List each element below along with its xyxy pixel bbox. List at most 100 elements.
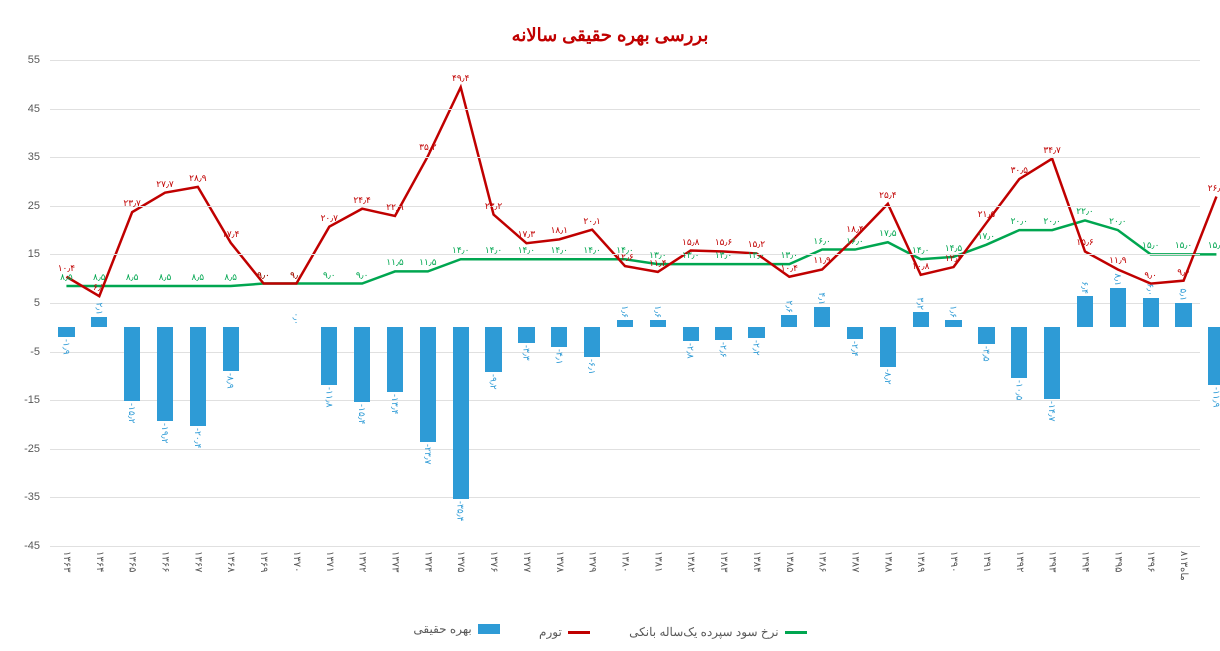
bar bbox=[387, 327, 403, 392]
bar bbox=[715, 327, 731, 340]
x-tick: ۱۳۹۶ bbox=[1145, 551, 1156, 572]
bar bbox=[190, 327, 206, 426]
x-tick: ۱۳۹۵ bbox=[1112, 551, 1123, 572]
line-label: ۱۵٫۰ bbox=[1208, 240, 1220, 251]
x-tick: ۱۳۶۵ bbox=[127, 551, 138, 572]
x-tick: ۱۳۷۶ bbox=[488, 551, 499, 572]
x-axis: ۱۳۶۳۱۳۶۴۱۳۶۵۱۳۶۶۱۳۶۷۱۳۶۸۱۳۶۹۱۳۷۰۱۳۷۱۱۳۷۲… bbox=[50, 551, 1200, 596]
gridline bbox=[50, 400, 1200, 401]
legend-swatch-bar bbox=[478, 624, 500, 634]
line-label: ۲۰٫۰ bbox=[1011, 216, 1028, 227]
y-tick: -35 bbox=[24, 491, 40, 503]
line-label: ۱۱٫۹ bbox=[1109, 255, 1126, 266]
line-label: ۱۸٫۴ bbox=[846, 224, 863, 235]
x-tick: ۱۳۶۹ bbox=[258, 551, 269, 572]
line-label: ۱۳٫۰ bbox=[715, 250, 732, 261]
bar bbox=[485, 327, 501, 372]
bar-label: ۱٫۶ bbox=[949, 305, 959, 318]
line-label: ۱۰٫۴ bbox=[781, 263, 798, 274]
y-tick: 15 bbox=[28, 248, 40, 260]
bar-label: ۸٫۱ bbox=[1113, 273, 1123, 286]
x-tick: ۱۳۸۵ bbox=[784, 551, 795, 572]
line-label: ۱۵٫۶ bbox=[715, 237, 732, 248]
gridline bbox=[50, 109, 1200, 110]
bar bbox=[650, 320, 666, 328]
line-label: ۱۵٫۸ bbox=[682, 237, 699, 248]
bar-label: -۲۳٫۷ bbox=[423, 444, 433, 464]
line-label: ۱۲٫۴ bbox=[945, 253, 962, 264]
line-label: ۱۶٫۰ bbox=[813, 236, 830, 247]
bar bbox=[321, 327, 337, 384]
bar bbox=[978, 327, 994, 344]
bar-label: -۱۵٫۴ bbox=[357, 404, 367, 424]
bar bbox=[124, 327, 140, 401]
bar-label: -۸٫۲ bbox=[883, 369, 893, 385]
line-label: ۹٫۰ bbox=[257, 270, 270, 281]
line-label: ۹٫۰ bbox=[290, 270, 303, 281]
y-tick: 25 bbox=[28, 200, 40, 212]
line-تورم bbox=[66, 87, 1216, 296]
bar-label: ۶٫۰ bbox=[1146, 284, 1156, 297]
bar-label: -۱٫۹ bbox=[61, 339, 71, 355]
y-tick: 45 bbox=[28, 103, 40, 115]
gridline bbox=[50, 60, 1200, 61]
bar bbox=[913, 312, 929, 328]
legend-item-bar: بهره حقیقی bbox=[413, 622, 499, 636]
x-tick: ۱۳۹۱ bbox=[981, 551, 992, 572]
line-label: ۲۳٫۷ bbox=[123, 198, 140, 209]
bar bbox=[880, 327, 896, 367]
x-tick: ۱۳۹۲ bbox=[1014, 551, 1025, 572]
line-label: ۲۰٫۷ bbox=[321, 213, 338, 224]
line-label: ۱۱٫۴ bbox=[649, 258, 666, 269]
line-label: ۱۵٫۲ bbox=[748, 239, 765, 250]
chart-title: بررسی بهره حقیقی سالانه bbox=[0, 25, 1220, 46]
bar-label: -۲٫۶ bbox=[719, 342, 729, 358]
bar-label: ۱٫۶ bbox=[620, 305, 630, 318]
line-label: ۱۷٫۵ bbox=[879, 228, 896, 239]
line-label: ۹٫۶ bbox=[1177, 267, 1190, 278]
plot-area: -۱٫۹۲٫۱-۱۵٫۲-۱۹٫۲-۲۰٫۴-۸٫۹۰٫۰-۱۱٫۸-۱۵٫۴-… bbox=[50, 60, 1200, 546]
line-label: ۲۴٫۴ bbox=[353, 195, 370, 206]
legend: نرخ سود سپرده یک‌ساله بانکی تورم بهره حق… bbox=[0, 622, 1220, 640]
line-label: ۱۳٫۰ bbox=[781, 250, 798, 261]
x-tick: ۱۳۶۸ bbox=[225, 551, 236, 572]
x-tick: ۱۳۹۳ bbox=[1047, 551, 1058, 572]
legend-label-red: تورم bbox=[539, 625, 562, 639]
x-tick: ۱۳۸۲ bbox=[685, 551, 696, 572]
line-label: ۸٫۵ bbox=[192, 272, 205, 283]
x-tick: ۱۳۷۵ bbox=[455, 551, 466, 572]
bar-label: -۹٫۲ bbox=[489, 374, 499, 390]
line-label: ۱۷٫۳ bbox=[518, 229, 535, 240]
bar bbox=[847, 327, 863, 339]
line-label: ۳۵٫۲ bbox=[419, 142, 436, 153]
bar bbox=[617, 320, 633, 328]
bar-label: -۴٫۱ bbox=[554, 349, 564, 365]
line-label: ۲۱٫۵ bbox=[978, 209, 995, 220]
x-tick: ۱۳۸۱ bbox=[652, 551, 663, 572]
line-label: ۱۴٫۰ bbox=[912, 245, 929, 256]
line-label: ۱۴٫۰ bbox=[452, 245, 469, 256]
bar-label: -۱۰٫۵ bbox=[1014, 380, 1024, 400]
line-label: ۱۰٫۸ bbox=[912, 261, 929, 272]
y-tick: 5 bbox=[34, 297, 40, 309]
x-tick: ۱۳۶۳ bbox=[61, 551, 72, 572]
line-label: ۲۲٫۹ bbox=[386, 202, 403, 213]
line-label: ۴۹٫۴ bbox=[452, 73, 469, 84]
line-label: ۲۶٫۹ bbox=[1208, 183, 1220, 194]
line-label: ۱۸٫۱ bbox=[551, 225, 568, 236]
line-label: ۶٫۴ bbox=[93, 282, 106, 293]
legend-label-bar: بهره حقیقی bbox=[413, 622, 471, 636]
x-tick: ۱۳۹۴ bbox=[1080, 551, 1091, 572]
line-label: ۳۰٫۵ bbox=[1011, 165, 1028, 176]
bar bbox=[1044, 327, 1060, 398]
y-tick: -15 bbox=[24, 394, 40, 406]
gridline bbox=[50, 157, 1200, 158]
line-label: ۱۴٫۰ bbox=[518, 245, 535, 256]
bar bbox=[1143, 298, 1159, 327]
line-label: ۱۵٫۰ bbox=[1142, 240, 1159, 251]
x-tick: ۱۳۷۱ bbox=[324, 551, 335, 572]
line-label: ۳۴٫۷ bbox=[1043, 145, 1060, 156]
gridline bbox=[50, 546, 1200, 547]
line-label: ۱۴٫۰ bbox=[485, 245, 502, 256]
x-tick: ۱۳۷۷ bbox=[521, 551, 532, 572]
